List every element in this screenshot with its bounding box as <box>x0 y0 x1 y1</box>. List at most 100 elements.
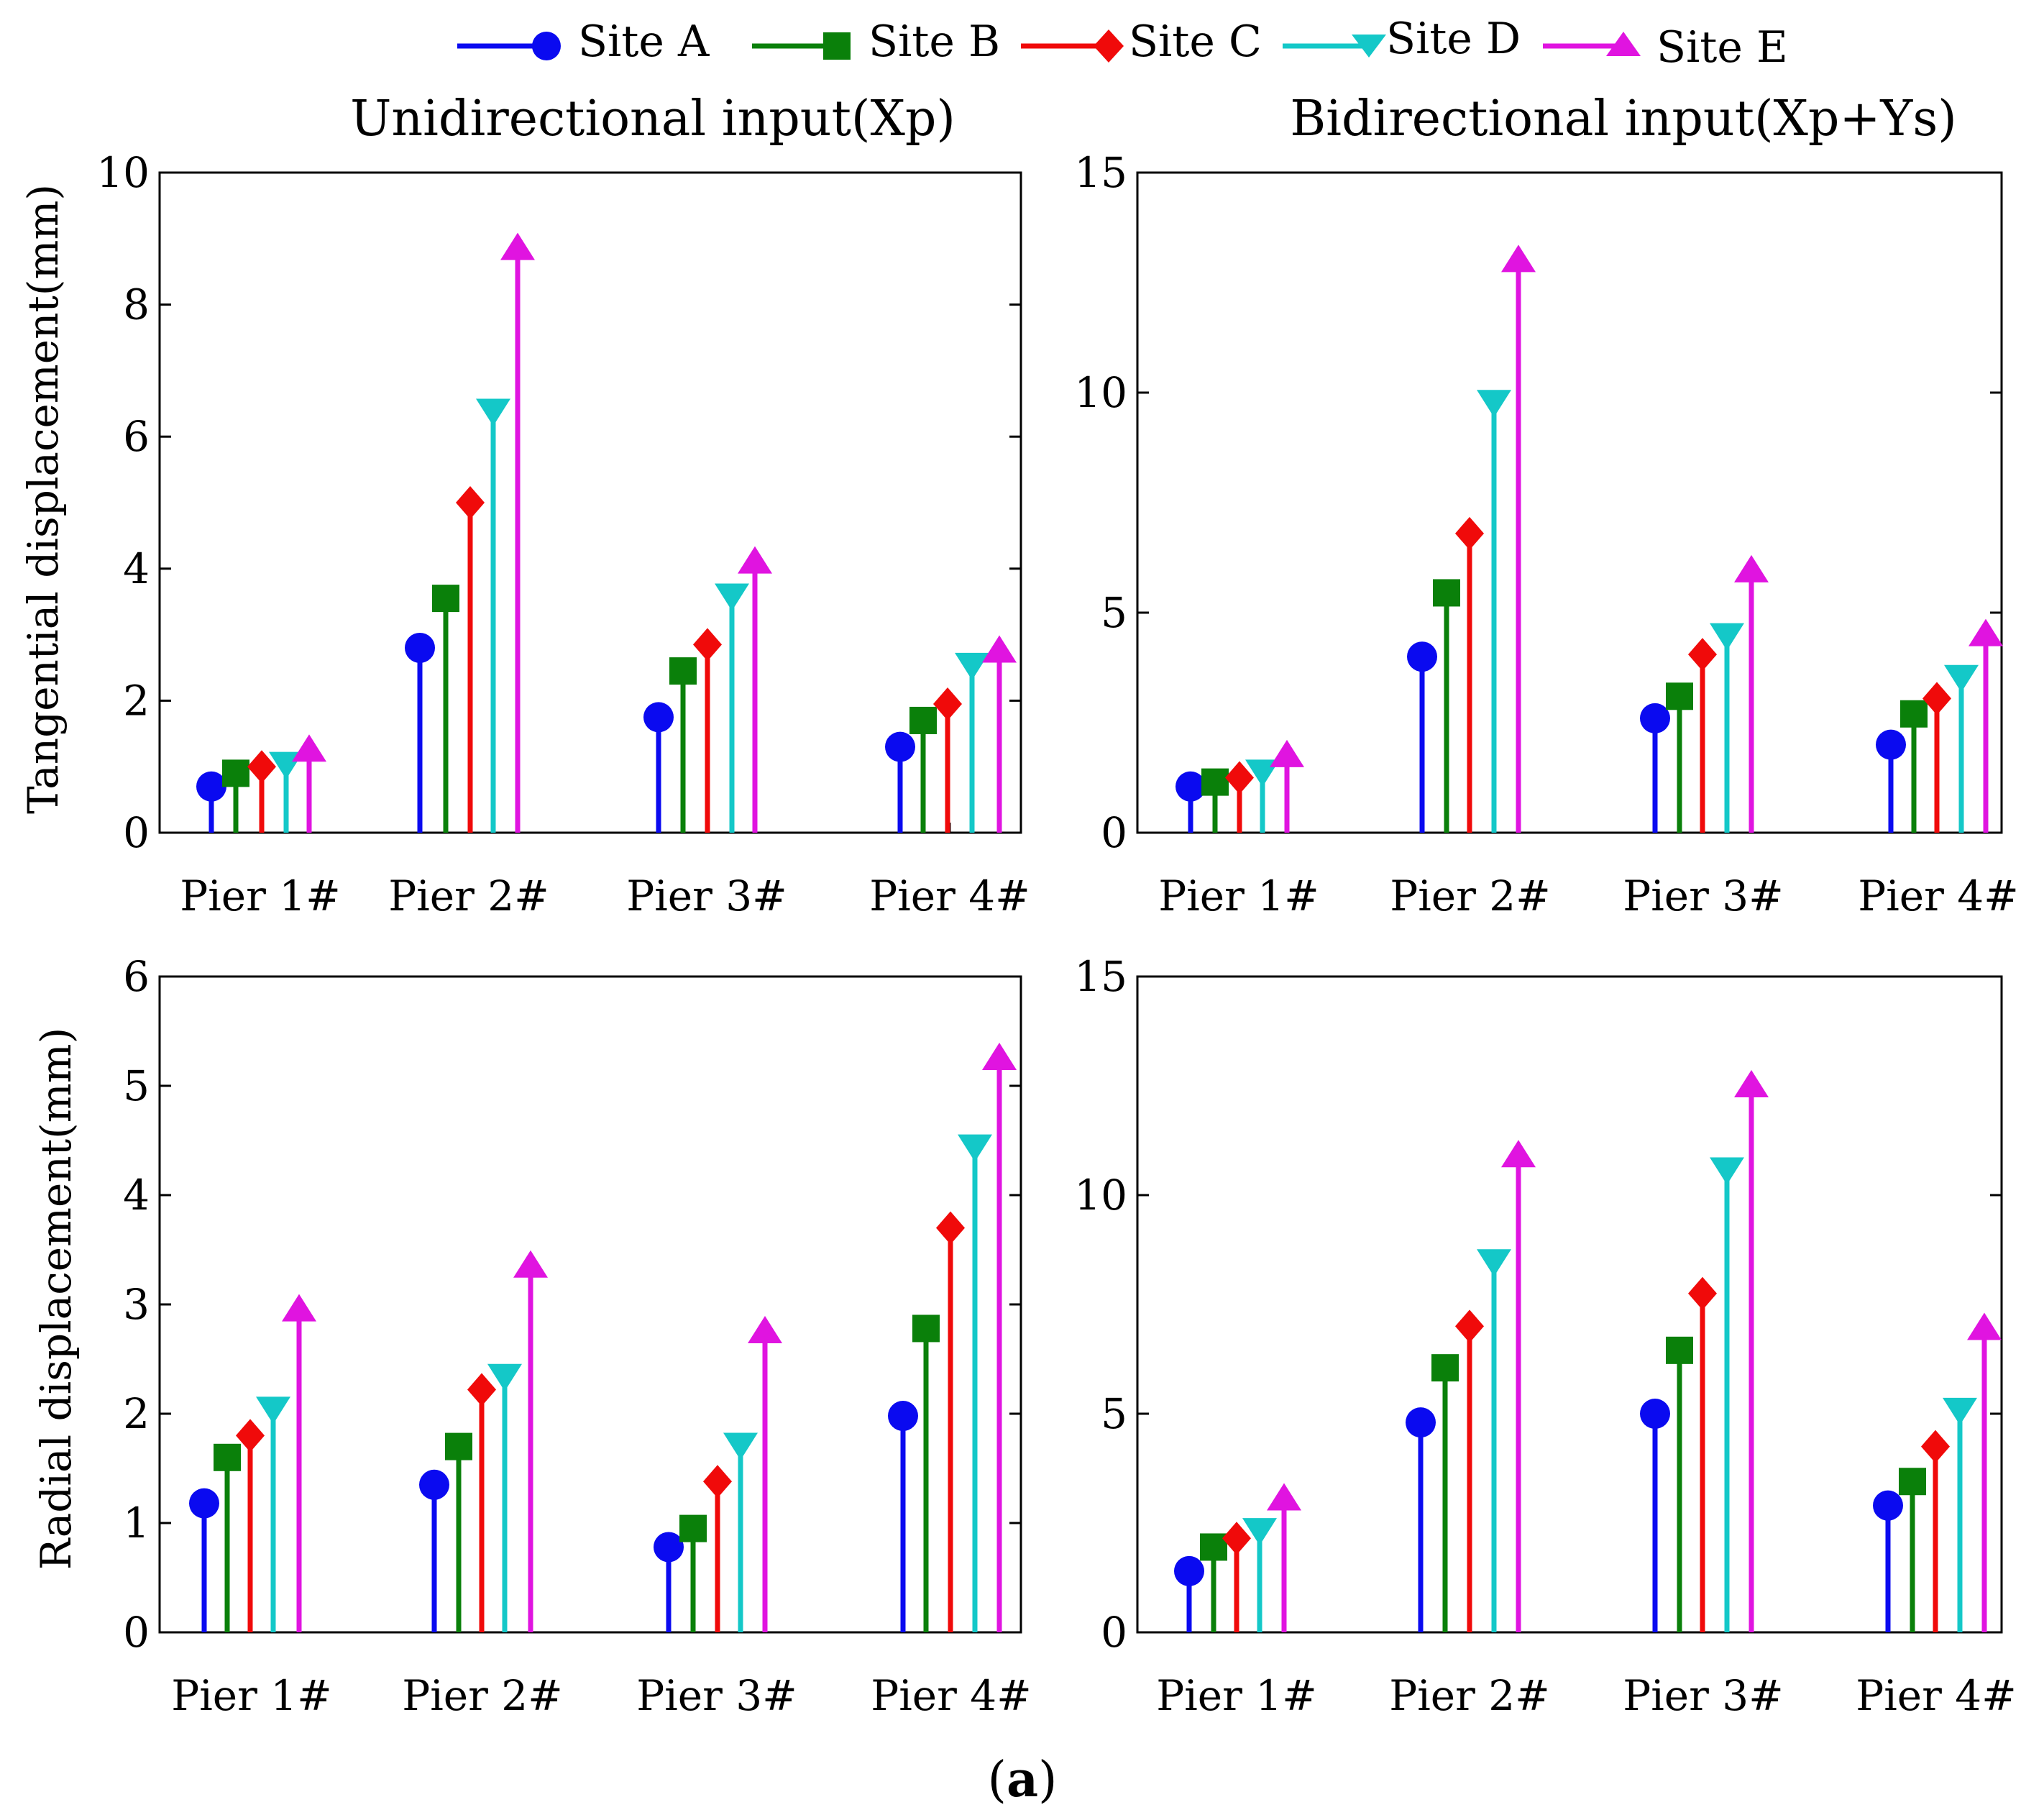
marker-site-e-pier-1 <box>1270 739 1304 767</box>
legend-marker-site-a <box>532 32 561 60</box>
column-title-left: Unidirectional input(Xp) <box>350 91 955 147</box>
marker-site-d-pier-4 <box>1943 1397 1977 1425</box>
marker-site-b-pier-3 <box>669 657 697 685</box>
marker-site-d-pier-4 <box>955 652 989 680</box>
y-tick-label: 1 <box>123 1499 150 1547</box>
plot-frame <box>1136 171 2003 834</box>
legend-entry-site-b: Site B <box>752 17 1000 67</box>
y-tick-label: 5 <box>123 1061 150 1110</box>
y-tick-label: 0 <box>123 1608 150 1657</box>
y-tick-label: 0 <box>1101 808 1127 857</box>
y-tick-label: 4 <box>123 544 150 593</box>
marker-site-c-pier-2 <box>1455 516 1484 550</box>
marker-site-d-pier-3 <box>715 583 749 611</box>
marker-site-b-pier-4 <box>912 1314 940 1343</box>
marker-site-c-pier-3 <box>693 628 722 662</box>
marker-site-e-pier-3 <box>1734 554 1769 582</box>
category-label-pier-1: Pier 1# <box>180 872 341 920</box>
marker-site-b-pier-2 <box>432 585 459 613</box>
category-label-pier-4: Pier 4# <box>871 1671 1032 1720</box>
category-label-pier-4: Pier 4# <box>1856 1671 2017 1720</box>
y-tick-label: 2 <box>123 1389 150 1438</box>
marker-site-a-pier-4 <box>885 731 915 762</box>
legend: Site A Site B Site C Site D Site E <box>457 14 1788 73</box>
marker-site-c-pier-1 <box>236 1419 265 1453</box>
category-label-pier-3: Pier 3# <box>1623 872 1784 920</box>
marker-site-c-pier-1 <box>247 750 276 784</box>
panel-radial-bidirectional: 0 5 10 15 Pier 1# Pier 2# Pier 3# Pier 4# <box>1074 952 2017 1720</box>
legend-marker-site-c <box>1094 29 1124 63</box>
marker-site-a-pier-3 <box>643 702 674 733</box>
marker-site-a-pier-4 <box>888 1401 918 1432</box>
legend-entry-site-c: Site C <box>1021 17 1262 67</box>
marker-site-e-pier-4 <box>982 635 1017 663</box>
marker-site-b-pier-4 <box>1899 1468 1926 1496</box>
legend-label-site-c: Site C <box>1129 17 1262 67</box>
marker-site-e-pier-1 <box>282 1294 316 1322</box>
marker-site-e-pier-2 <box>1501 1140 1536 1168</box>
y-tick-label: 15 <box>1074 148 1127 197</box>
legend-entry-site-a: Site A <box>457 17 710 67</box>
marker-site-d-pier-1 <box>256 1396 290 1425</box>
y-tick-label: 5 <box>1101 588 1127 637</box>
category-label-pier-1: Pier 1# <box>1158 872 1319 920</box>
marker-site-d-pier-4 <box>1944 664 1979 692</box>
category-label-pier-1: Pier 1# <box>1156 1671 1317 1720</box>
y-tick-label: 6 <box>123 952 150 1001</box>
category-label-pier-4: Pier 4# <box>869 872 1030 920</box>
marker-site-b-pier-2 <box>445 1432 472 1460</box>
category-label-pier-3: Pier 3# <box>626 872 787 920</box>
column-title-right: Bidirectional input(Xp+Ys) <box>1290 91 1957 147</box>
marker-site-d-pier-3 <box>723 1432 758 1460</box>
marker-site-b-pier-1 <box>214 1443 241 1471</box>
marker-site-e-pier-3 <box>1734 1070 1769 1097</box>
marker-site-e-pier-4 <box>1967 1312 2002 1340</box>
marker-site-c-pier-3 <box>1688 1276 1717 1310</box>
marker-site-d-pier-2 <box>487 1363 522 1391</box>
marker-site-c-pier-1 <box>1222 1522 1251 1555</box>
category-label-pier-2: Pier 2# <box>402 1671 563 1720</box>
marker-site-d-pier-1 <box>1242 1518 1277 1546</box>
category-label-pier-1: Pier 1# <box>171 1671 332 1720</box>
marker-site-d-pier-2 <box>1477 390 1511 418</box>
y-tick-label: 10 <box>1074 1171 1127 1220</box>
marker-site-a-pier-3 <box>654 1532 684 1563</box>
marker-site-b-pier-3 <box>1666 682 1693 710</box>
y-tick-label: 5 <box>1101 1389 1127 1438</box>
ylabel-radial: Radial displacement(mm) <box>32 1028 81 1570</box>
marker-site-b-pier-3 <box>1666 1336 1693 1364</box>
category-label-pier-2: Pier 2# <box>388 872 549 920</box>
y-tick-label: 10 <box>1074 368 1127 417</box>
marker-site-a-pier-2 <box>1406 1407 1436 1438</box>
marker-site-e-pier-2 <box>1501 244 1536 273</box>
marker-site-d-pier-2 <box>1477 1249 1511 1277</box>
category-label-pier-3: Pier 3# <box>636 1671 797 1720</box>
marker-site-b-pier-1 <box>222 759 249 787</box>
marker-site-c-pier-4 <box>936 1211 965 1245</box>
figure-caption-letter: a <box>1007 1751 1038 1808</box>
marker-site-e-pier-4 <box>1969 618 2003 646</box>
marker-site-b-pier-2 <box>1433 579 1460 607</box>
y-tick-label: 15 <box>1074 952 1127 1001</box>
marker-site-e-pier-4 <box>982 1043 1017 1070</box>
y-tick-label: 6 <box>123 412 150 461</box>
marker-site-c-pier-1 <box>1225 761 1254 795</box>
marker-site-d-pier-4 <box>958 1134 992 1162</box>
marker-site-c-pier-4 <box>933 687 962 721</box>
marker-site-d-pier-2 <box>476 398 510 426</box>
plot-frame <box>1136 975 2003 1634</box>
marker-site-a-pier-2 <box>419 1469 449 1500</box>
marker-site-e-pier-2 <box>500 232 535 260</box>
y-tick-label: 3 <box>123 1280 150 1329</box>
marker-site-c-pier-3 <box>703 1465 732 1499</box>
legend-marker-site-b <box>823 32 851 60</box>
plot-frame <box>158 171 1022 834</box>
marker-site-a-pier-3 <box>1640 1399 1670 1429</box>
marker-site-c-pier-2 <box>456 486 485 519</box>
marker-site-c-pier-2 <box>467 1373 496 1407</box>
marker-site-d-pier-3 <box>1710 1157 1744 1185</box>
figure-caption: (a) <box>987 1751 1057 1808</box>
legend-label-site-e: Site E <box>1656 22 1788 73</box>
y-tick-label: 2 <box>123 676 150 725</box>
y-tick-label: 10 <box>96 148 150 197</box>
